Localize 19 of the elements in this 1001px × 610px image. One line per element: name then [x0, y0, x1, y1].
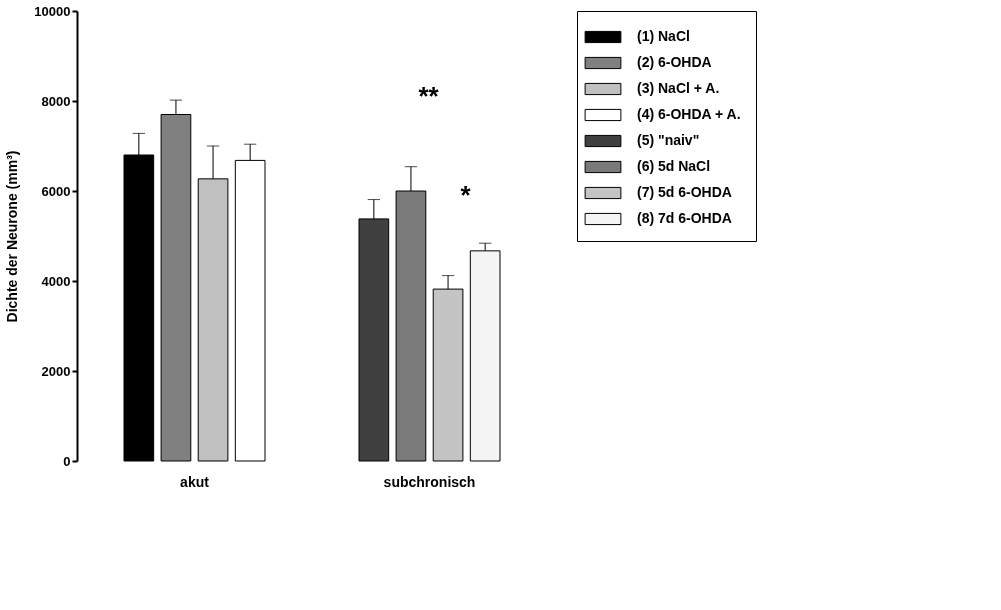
x-tick-label: subchronisch [383, 473, 476, 490]
legend-label: (5) "naiv" [637, 132, 700, 148]
legend-label: (2) 6-OHDA [637, 54, 712, 70]
y-tick-label: 2000 [41, 363, 71, 379]
y-tick-label: 10000 [34, 3, 71, 19]
legend-label: (6) 5d NaCl [637, 158, 711, 174]
annotation: * [460, 179, 472, 210]
y-tick-label: 8000 [41, 93, 71, 109]
legend-label: (7) 5d 6-OHDA [637, 184, 732, 200]
y-tick-label: 4000 [41, 273, 71, 289]
annotation: ** [418, 80, 440, 111]
legend-label: (8) 7d 6-OHDA [637, 210, 732, 226]
y-tick-label: 6000 [41, 183, 71, 199]
y-axis-title: Dichte der Neurone (mm³) [4, 150, 21, 323]
legend-label: (3) NaCl + A. [637, 80, 720, 96]
x-tick-label: akut [180, 473, 210, 490]
y-tick-label: 0 [63, 453, 71, 469]
legend-label: (4) 6-OHDA + A. [637, 106, 741, 122]
legend-label: (1) NaCl [637, 28, 690, 44]
